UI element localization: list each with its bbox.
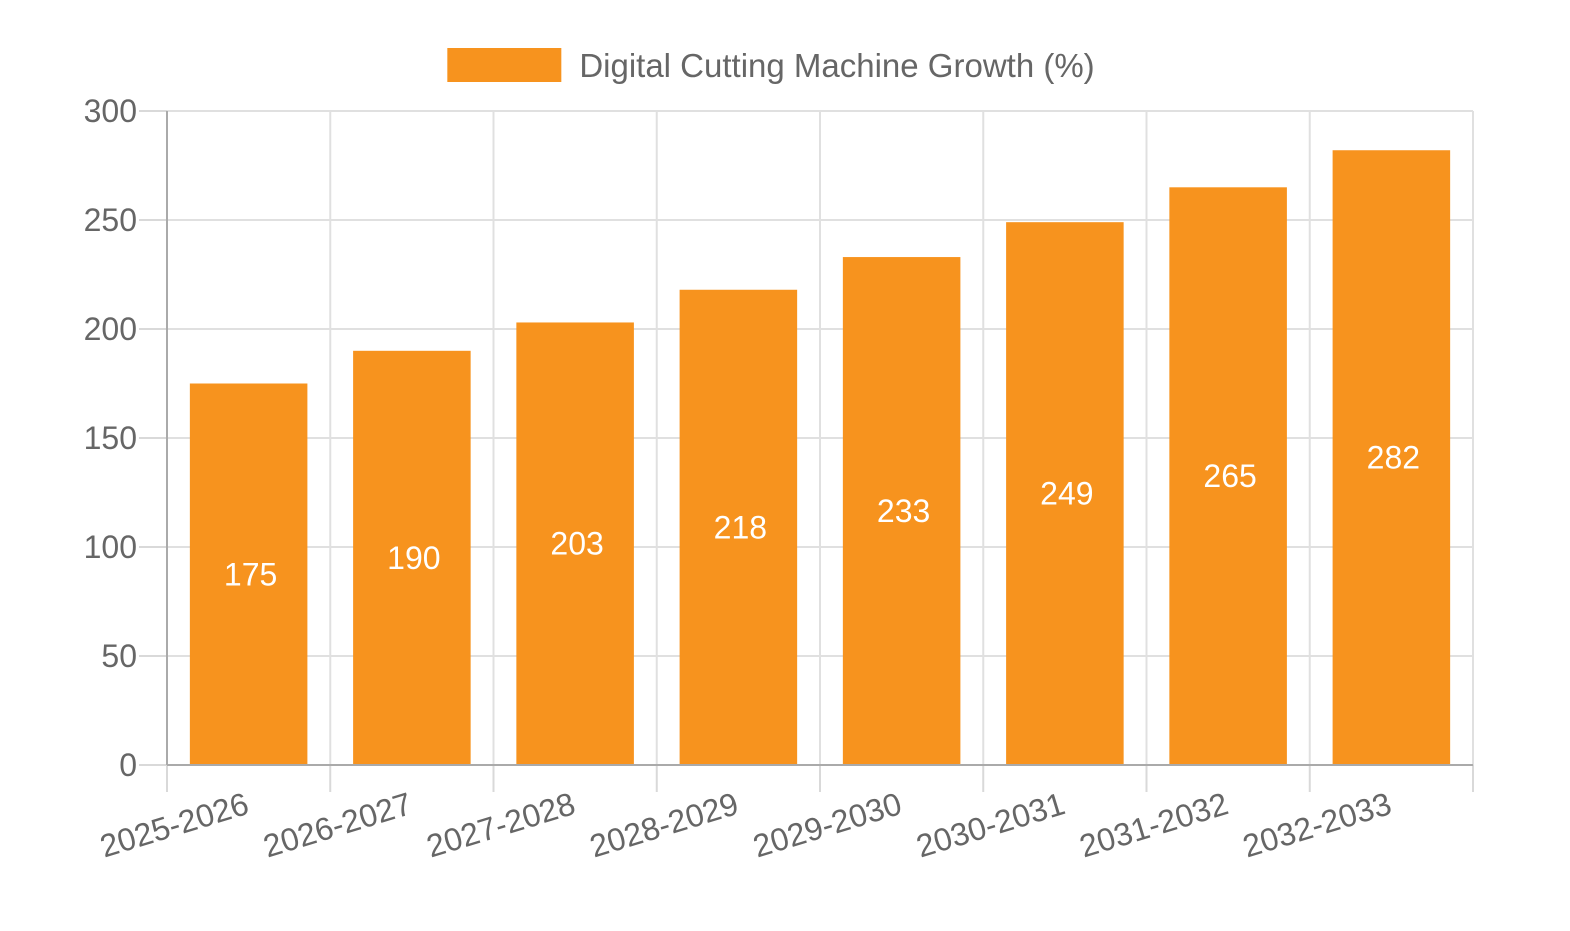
bar-value-label: 282: [1367, 440, 1420, 476]
bar[interactable]: [1169, 187, 1287, 766]
bar[interactable]: [842, 257, 961, 765]
bar-value-label: 175: [224, 556, 277, 592]
y-tick-label: 0: [119, 747, 137, 783]
legend[interactable]: Digital Cutting Machine Growth (%): [447, 47, 1095, 84]
x-tick-label: 2029-2030: [749, 785, 906, 864]
y-tick-label: 250: [84, 202, 137, 238]
y-tick-label: 50: [101, 638, 137, 674]
legend-label[interactable]: Digital Cutting Machine Growth (%): [579, 47, 1094, 84]
bar-value-label: 265: [1203, 458, 1256, 494]
bar[interactable]: [516, 322, 634, 765]
y-tick-label: 300: [84, 93, 137, 129]
x-tick-label: 2026-2027: [259, 785, 416, 864]
x-tick-label: 2032-2033: [1239, 785, 1396, 864]
bars: [189, 150, 1451, 766]
bar-value-label: 203: [550, 526, 603, 562]
y-tick-label: 200: [84, 311, 137, 347]
legend-swatch[interactable]: [447, 48, 562, 82]
x-tick-label: 2030-2031: [912, 785, 1069, 864]
bar[interactable]: [189, 383, 308, 766]
x-tick-label: 2025-2026: [96, 785, 253, 864]
data-labels: 175 190 203 218 233 249 265 282: [224, 440, 1420, 593]
y-tick-label: 100: [84, 529, 137, 565]
bar-value-label: 218: [714, 509, 767, 545]
bar-value-label: 190: [387, 540, 440, 576]
bar[interactable]: [1332, 150, 1451, 766]
bar-value-label: 249: [1040, 476, 1093, 512]
bar[interactable]: [1006, 222, 1124, 765]
y-tick-label: 150: [84, 420, 137, 456]
bar-value-label: 233: [877, 493, 930, 529]
x-tick-label: 2031-2032: [1075, 785, 1232, 864]
bar[interactable]: [679, 289, 798, 765]
x-tick-label: 2028-2029: [586, 785, 743, 864]
bar[interactable]: [353, 350, 471, 765]
x-tick-label: 2027-2028: [422, 785, 579, 864]
